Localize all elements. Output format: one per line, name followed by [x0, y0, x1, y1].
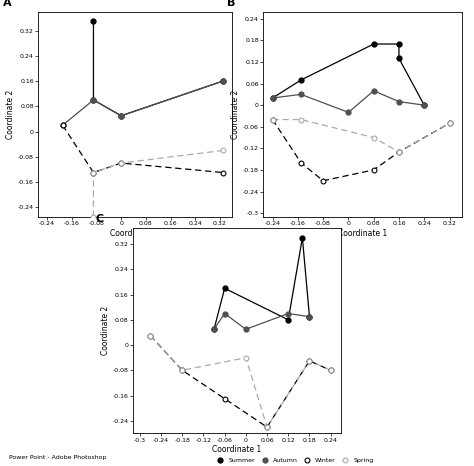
- Legend: Summer, Autumn, Winter, Spring: Summer, Autumn, Winter, Spring: [214, 458, 374, 463]
- X-axis label: Coordinate 1: Coordinate 1: [110, 229, 160, 238]
- X-axis label: Coordinate 1: Coordinate 1: [212, 445, 262, 454]
- Y-axis label: Coordinate 2: Coordinate 2: [6, 89, 15, 139]
- Text: Power Point - Adobe Photoshop: Power Point - Adobe Photoshop: [9, 455, 107, 460]
- Text: C: C: [95, 214, 103, 224]
- Y-axis label: Coordinate 2: Coordinate 2: [231, 89, 240, 139]
- X-axis label: Coordinate 1: Coordinate 1: [338, 229, 387, 238]
- Y-axis label: Coordinate 2: Coordinate 2: [100, 306, 109, 356]
- Text: A: A: [3, 0, 11, 7]
- Text: B: B: [227, 0, 236, 7]
